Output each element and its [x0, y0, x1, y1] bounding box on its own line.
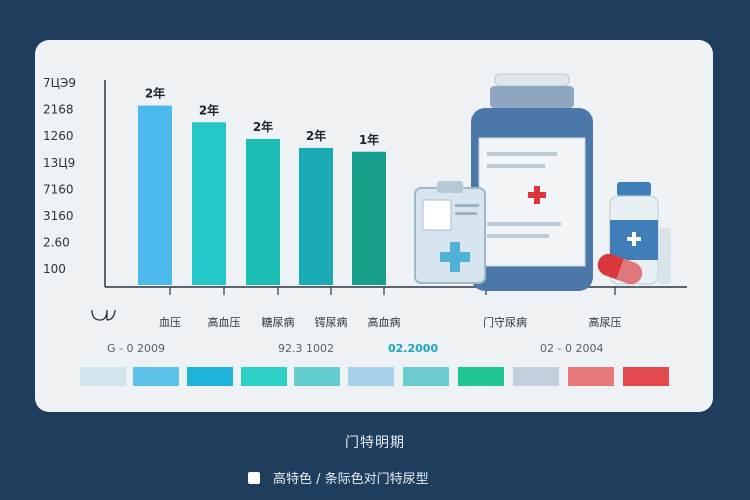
pill-icon [597, 253, 646, 288]
y-tick-label: 7160 [43, 182, 74, 196]
period-label: G - 0 2009 [107, 342, 165, 355]
bar [299, 147, 333, 285]
bar-data-label: 2年 [145, 86, 165, 101]
color-strip-swatch [187, 367, 233, 386]
category-label: 锷尿病 [315, 315, 348, 329]
chart-card: 7ЦЭ9 2168 1260 13Ц9 7160 3160 2.60 100 血压 高血压 糖尿病… [35, 40, 713, 412]
small-bottle-icon [609, 182, 671, 285]
color-strip-swatch [241, 367, 287, 386]
medicine-bottle-icon [471, 73, 593, 291]
y-tick-label: 2168 [43, 103, 74, 117]
category-label: 高尿压 [589, 315, 622, 329]
category-label: 血压 [159, 315, 181, 329]
y-tick-label: 3160 [43, 209, 74, 223]
period-label: 92.3 1002 [278, 342, 334, 355]
bar-data-label: 2年 [306, 128, 326, 143]
legend-label: 高特色 / 条际色对门特尿型 [273, 472, 429, 487]
category-label: 糖尿病 [262, 315, 295, 329]
bar [192, 122, 226, 285]
color-strip-swatch [623, 367, 669, 386]
axis-curl-icon [91, 309, 116, 321]
category-label: 门守尿病 [483, 315, 527, 329]
bar-data-label: 2年 [253, 119, 273, 134]
color-strip-swatch [348, 367, 394, 386]
bar [352, 151, 386, 285]
period-label: 02.2000 [388, 342, 438, 355]
y-tick-label: 100 [43, 262, 66, 276]
category-label: 高血病 [368, 315, 401, 329]
color-strip-swatch [133, 367, 179, 386]
color-strip-swatch [568, 367, 614, 386]
color-strip-swatch [513, 367, 559, 386]
period-label: 02 - 0 2004 [540, 342, 603, 355]
legend-swatch [248, 471, 260, 484]
y-tick-label: 1260 [43, 129, 74, 143]
bar-data-label: 2年 [199, 102, 219, 117]
bar-data-label: 1年 [359, 132, 379, 147]
legend-title: 门特明期 [345, 435, 405, 451]
y-tick-label: 7ЦЭ9 [43, 76, 76, 90]
legend-item: 高特色 / 条际色对门特尿型 [248, 468, 429, 487]
bar [246, 138, 280, 285]
color-strip-swatch [403, 367, 449, 386]
color-strip-swatch [80, 367, 126, 386]
category-label: 高血压 [208, 315, 241, 329]
bar-chart: 7ЦЭ9 2168 1260 13Ц9 7160 3160 2.60 100 血压 高血压 糖尿病… [43, 73, 687, 386]
bar [138, 105, 172, 285]
y-tick-label: 2.60 [43, 236, 70, 250]
color-strip-swatch [458, 367, 504, 386]
color-strip-swatch [294, 367, 340, 386]
clipboard-icon [414, 181, 486, 284]
y-tick-label: 13Ц9 [43, 156, 75, 170]
